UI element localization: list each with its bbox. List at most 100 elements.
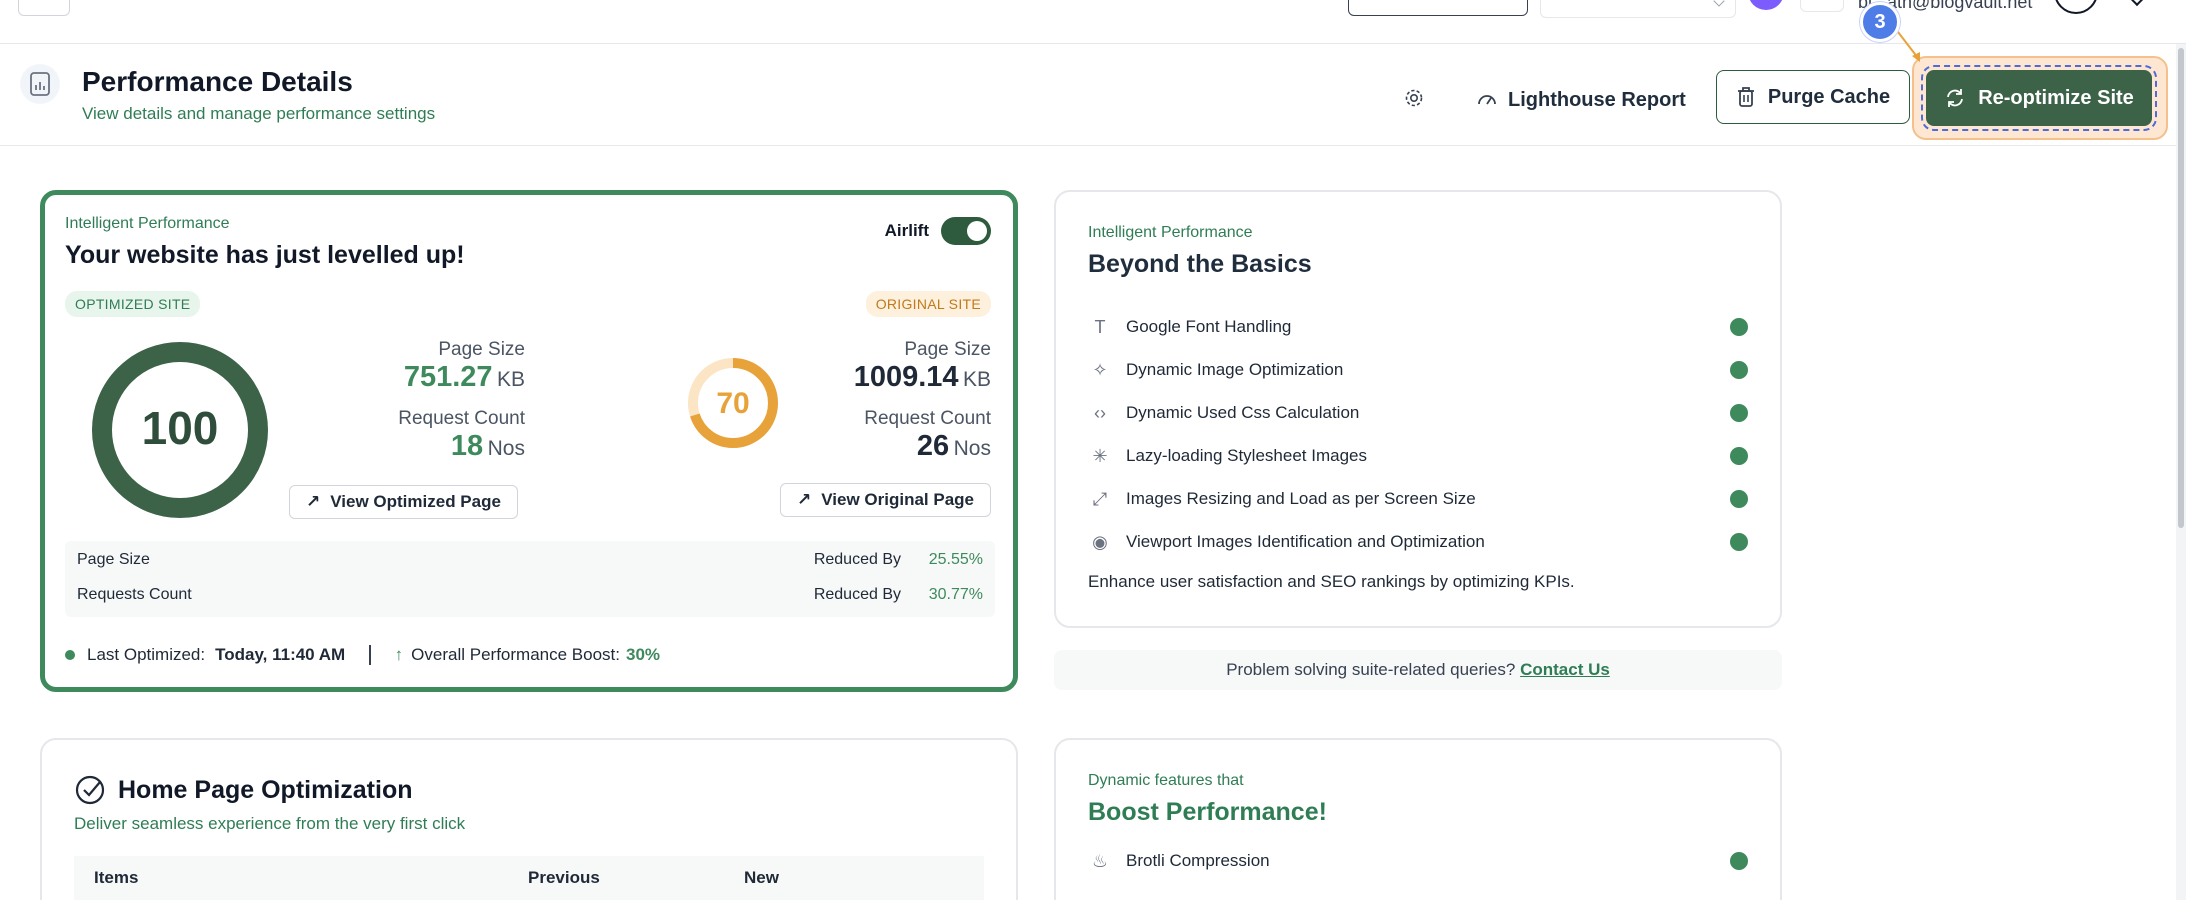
comparison-row: Requests Count Reduced By 30.77% bbox=[77, 586, 983, 604]
purge-cache-label: Purge Cache bbox=[1767, 85, 1891, 108]
page-title: Performance Details bbox=[82, 66, 353, 97]
airlift-toggle-group: Airlift bbox=[885, 217, 991, 245]
original-metrics: Page Size 1009.14 KB Request Count 26 No… bbox=[854, 339, 991, 463]
optimized-page-size-value: 751.27 bbox=[403, 361, 493, 393]
reduced-pct: 25.55% bbox=[928, 551, 983, 568]
optimized-request-value: 18 bbox=[450, 430, 484, 462]
feature-status-dot bbox=[1730, 533, 1748, 551]
eye-icon: ◉ bbox=[1092, 531, 1108, 552]
feature-item: ◉ Viewport Images Identification and Opt… bbox=[1088, 527, 1750, 557]
optimization-footer: Last Optimized: Today, 11:40 AM ↑ Overal… bbox=[65, 645, 660, 665]
optimized-score-text: 100 bbox=[142, 402, 219, 454]
reduced-by-label: Reduced By bbox=[813, 586, 901, 603]
external-arrow-icon: ↗ bbox=[797, 490, 812, 509]
loader-icon: ✳ bbox=[1092, 445, 1108, 466]
magic-wand-icon: ✧ bbox=[1092, 359, 1108, 380]
original-request-label: Request Count bbox=[864, 408, 991, 429]
site-select[interactable] bbox=[1540, 0, 1736, 18]
purge-cache-button[interactable]: Purge Cache bbox=[1716, 70, 1910, 124]
lighthouse-report-button[interactable]: Lighthouse Report bbox=[1476, 80, 1686, 120]
optimized-score-ring: 100 bbox=[92, 342, 268, 518]
home-subtitle: Deliver seamless experience from the ver… bbox=[74, 814, 466, 833]
original-request-value: 26 bbox=[916, 430, 950, 462]
feature-label: Dynamic Image Optimization bbox=[1126, 360, 1344, 379]
reoptimize-site-label: Re-optimize Site bbox=[1978, 86, 2134, 109]
reduced-by-label: Reduced By bbox=[813, 551, 901, 568]
original-request-unit: Nos bbox=[953, 437, 991, 460]
scrollbar-thumb[interactable] bbox=[2178, 48, 2184, 528]
boost-eyebrow: Dynamic features that bbox=[1088, 772, 1244, 789]
settings-button[interactable] bbox=[1396, 80, 1432, 116]
feature-label: Google Font Handling bbox=[1126, 317, 1292, 336]
feature-status-dot bbox=[1730, 318, 1748, 336]
feature-item: ✳ Lazy-loading Stylesheet Images bbox=[1088, 441, 1750, 471]
optimized-request-unit: Nos bbox=[487, 437, 525, 460]
report-icon bbox=[30, 72, 50, 96]
optimized-metrics: Page Size 751.27 KB Request Count 18 Nos bbox=[398, 339, 525, 463]
home-table-header: Items Previous New bbox=[74, 856, 984, 900]
support-bar: Problem solving suite-related queries? C… bbox=[1054, 650, 1782, 690]
page-scrollbar[interactable] bbox=[2176, 44, 2186, 900]
gauge-icon bbox=[1478, 95, 1496, 105]
optimized-page-size-unit: KB bbox=[496, 368, 525, 391]
feature-label: Brotli Compression bbox=[1126, 851, 1270, 870]
basics-title: Beyond the Basics bbox=[1088, 250, 1312, 278]
home-title: Home Page Optimization bbox=[118, 776, 413, 804]
original-page-size-label: Page Size bbox=[904, 339, 991, 360]
page-header: Performance Details View details and man… bbox=[0, 44, 2186, 146]
user-avatar-icon[interactable] bbox=[2054, 0, 2098, 14]
nav-icon-button[interactable] bbox=[1800, 0, 1844, 12]
original-page-size-unit: KB bbox=[962, 368, 991, 391]
reduced-pct: 30.77% bbox=[928, 586, 983, 603]
status-dot-icon bbox=[65, 650, 75, 660]
expand-icon: ⤢ bbox=[1092, 488, 1108, 509]
top-navbar: bl...ath@blogvault.net bbox=[0, 0, 2186, 44]
feature-label: Dynamic Used Css Calculation bbox=[1126, 403, 1360, 422]
perf-eyebrow: Intelligent Performance bbox=[65, 215, 230, 232]
flame-icon: ♨ bbox=[1091, 850, 1109, 871]
airlift-toggle[interactable] bbox=[941, 217, 991, 245]
view-optimized-page-button[interactable]: ↗ View Optimized Page bbox=[289, 485, 518, 519]
boost-title: Boost Performance! bbox=[1088, 798, 1327, 826]
perf-title: Your website has just levelled up! bbox=[65, 241, 465, 269]
page-subtitle: View details and manage performance sett… bbox=[82, 104, 436, 123]
original-score-text: 70 bbox=[716, 387, 749, 420]
view-original-page-button[interactable]: ↗ View Original Page bbox=[780, 483, 991, 517]
performance-card: Intelligent Performance Your website has… bbox=[40, 190, 1018, 692]
step-badge: 3 bbox=[1860, 2, 1900, 42]
reoptimize-site-button[interactable]: Re-optimize Site bbox=[1921, 65, 2157, 131]
feature-label: Viewport Images Identification and Optim… bbox=[1126, 532, 1485, 551]
view-original-label: View Original Page bbox=[821, 490, 974, 509]
comparison-label: Requests Count bbox=[77, 586, 192, 603]
type-icon: T bbox=[1094, 316, 1106, 337]
basics-eyebrow: Intelligent Performance bbox=[1088, 224, 1253, 241]
feature-label: Images Resizing and Load as per Screen S… bbox=[1126, 489, 1476, 508]
check-circle-icon bbox=[75, 775, 105, 805]
user-menu-chevron-icon[interactable] bbox=[2129, 0, 2145, 7]
original-page-size-value: 1009.14 bbox=[853, 361, 959, 393]
column-header-new: New bbox=[744, 868, 779, 887]
page-icon bbox=[20, 64, 60, 104]
contact-us-link[interactable]: Contact Us bbox=[1520, 660, 1610, 679]
gear-icon bbox=[1405, 89, 1423, 107]
feature-item: ♨ Brotli Compression bbox=[1088, 846, 1750, 876]
divider bbox=[369, 645, 371, 665]
feature-item: T Google Font Handling bbox=[1088, 312, 1750, 342]
menu-button[interactable] bbox=[18, 0, 70, 16]
feature-status-dot bbox=[1730, 852, 1748, 870]
feature-status-dot bbox=[1730, 361, 1748, 379]
external-arrow-icon: ↗ bbox=[306, 492, 321, 511]
code-icon: ‹› bbox=[1094, 402, 1106, 423]
boost-label: Overall Performance Boost: bbox=[411, 645, 620, 664]
optimized-site-tag: OPTIMIZED SITE bbox=[65, 291, 201, 317]
optimized-request-label: Request Count bbox=[398, 408, 525, 429]
status-avatar[interactable] bbox=[1748, 0, 1784, 10]
nav-button[interactable] bbox=[1348, 0, 1528, 16]
feature-item: ‹› Dynamic Used Css Calculation bbox=[1088, 398, 1750, 428]
chevron-down-icon bbox=[1713, 0, 1725, 7]
feature-label: Lazy-loading Stylesheet Images bbox=[1126, 446, 1367, 465]
feature-item: ✧ Dynamic Image Optimization bbox=[1088, 355, 1750, 385]
boost-performance-card: Dynamic features that Boost Performance!… bbox=[1054, 738, 1782, 900]
feature-item: ⤢ Images Resizing and Load as per Screen… bbox=[1088, 484, 1750, 514]
boost-value: 30% bbox=[625, 645, 661, 664]
